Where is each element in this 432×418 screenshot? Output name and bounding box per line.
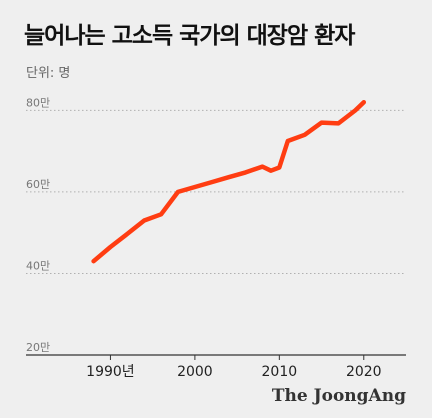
y-tick-label-1: 40만 [26, 259, 50, 272]
series-layer [91, 99, 367, 264]
y-tick-label-3: 80만 [26, 96, 50, 109]
unit-label: 단위: 명 [26, 66, 71, 81]
x-tick-label-3: 2020 [346, 364, 382, 380]
y-tick-label-2: 60만 [26, 178, 50, 191]
x-tick-label-2: 2010 [262, 364, 298, 380]
grid-layer [26, 109, 406, 274]
axis-layer: 20만 40만 60만 80만 1990년 2000 2010 2020 [26, 96, 406, 380]
x-tick-label-0: 1990년 [86, 364, 135, 380]
x-tick-label-1: 2000 [177, 364, 213, 380]
brand-logo: The JoongAng [271, 386, 406, 406]
series-line-0 [91, 99, 367, 264]
y-tick-label-0: 20만 [26, 341, 50, 354]
chart-title: 늘어나는 고소득 국가의 대장암 환자 [24, 23, 355, 49]
